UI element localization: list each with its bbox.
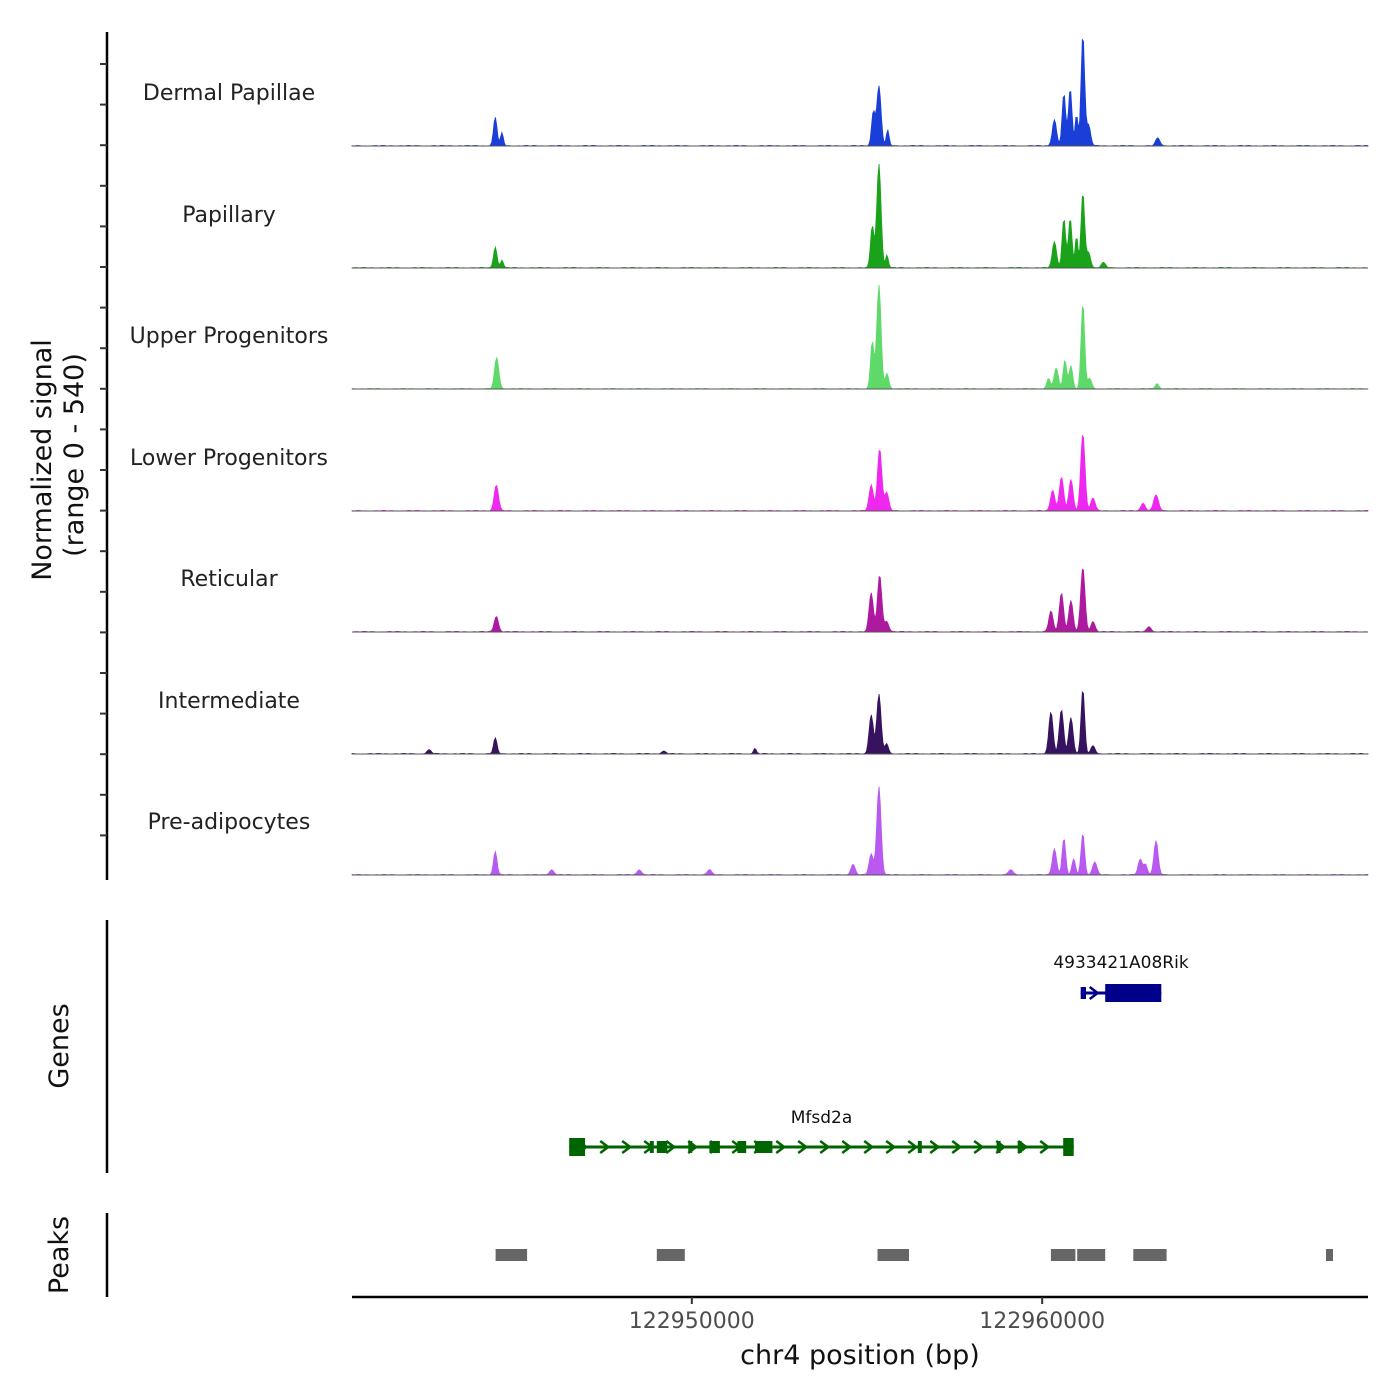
gene-exon (737, 1141, 747, 1153)
gene-exon (917, 1141, 922, 1153)
track-label: Papillary (182, 203, 276, 228)
gene-exon (688, 1141, 693, 1153)
gene-exon (996, 1141, 1001, 1153)
gene-exon (709, 1141, 720, 1153)
coverage-area (351, 38, 1369, 147)
peaks-axis-label: Peaks (44, 1216, 75, 1294)
peak-region (495, 1249, 528, 1261)
strand-arrow (885, 1140, 897, 1154)
coverage-track: Papillary (182, 163, 1369, 269)
coverage-area (351, 568, 1369, 633)
gene-model: Mfsd2a (569, 1108, 1074, 1156)
coverage-area (351, 690, 1369, 755)
track-label: Pre-adipocytes (148, 810, 311, 835)
x-axis-title: chr4 position (bp) (740, 1340, 980, 1371)
gene-exon (754, 1141, 773, 1153)
coverage-area (351, 434, 1369, 512)
gene-exon (569, 1138, 585, 1156)
strand-arrow (863, 1140, 875, 1154)
track-label: Reticular (180, 567, 278, 592)
gene-exon (1105, 984, 1162, 1002)
gene-exon (1063, 1138, 1074, 1156)
strand-arrow (841, 1140, 853, 1154)
left-axis-lines (100, 32, 109, 1297)
coverage-area (351, 163, 1369, 269)
track-label: Intermediate (158, 689, 300, 714)
strand-arrow (819, 1140, 831, 1154)
strand-arrow (907, 1140, 919, 1154)
gene-exon (649, 1141, 654, 1153)
gene-track: 4933421A08Rik Mfsd2a (569, 953, 1189, 1156)
x-tick-label: 122950000 (629, 1309, 755, 1334)
coverage-track: Lower Progenitors (130, 434, 1369, 512)
peak-region (1326, 1249, 1333, 1261)
strand-arrow (775, 1140, 787, 1154)
x-tick-label: 122960000 (979, 1309, 1105, 1334)
strand-arrow (665, 1140, 677, 1154)
coverage-area (351, 284, 1369, 390)
strand-arrow (1039, 1140, 1051, 1154)
track-label: Dermal Papillae (143, 81, 315, 106)
gene-label: Mfsd2a (791, 1108, 853, 1128)
peak-region (877, 1249, 909, 1261)
gene-exon (1080, 987, 1086, 999)
peak-track (495, 1249, 1333, 1261)
coverage-area (351, 786, 1369, 876)
y-axis-title: Normalized signal (27, 339, 58, 581)
strand-arrow (621, 1140, 633, 1154)
strand-arrow (929, 1140, 941, 1154)
coverage-track: Upper Progenitors (130, 284, 1369, 390)
peak-region (1133, 1249, 1167, 1261)
coverage-tracks: Dermal Papillae Papillary Upper Progenitor… (130, 38, 1369, 876)
coverage-track: Intermediate (158, 689, 1369, 755)
gene-exon (656, 1141, 668, 1153)
strand-arrow (1088, 986, 1100, 1000)
genes-axis-label: Genes (44, 1003, 75, 1088)
coverage-track: Reticular (180, 567, 1369, 633)
y-axis-subtitle: (range 0 - 540) (59, 353, 90, 557)
coverage-track: Pre-adipocytes (148, 786, 1369, 876)
track-label: Upper Progenitors (130, 324, 329, 349)
gene-label: 4933421A08Rik (1053, 953, 1189, 973)
strand-arrow (599, 1140, 611, 1154)
peak-region (1050, 1249, 1076, 1261)
coverage-track: Dermal Papillae (143, 38, 1369, 147)
strand-arrow (973, 1140, 985, 1154)
gene-model: 4933421A08Rik (1053, 953, 1189, 1002)
peak-region (656, 1249, 685, 1261)
strand-arrow (951, 1140, 963, 1154)
gene-exon (1017, 1141, 1022, 1153)
track-label: Lower Progenitors (130, 446, 328, 471)
x-axis: 122950000 122960000 (352, 1295, 1368, 1334)
peak-region (1077, 1249, 1106, 1261)
strand-arrow (797, 1140, 809, 1154)
